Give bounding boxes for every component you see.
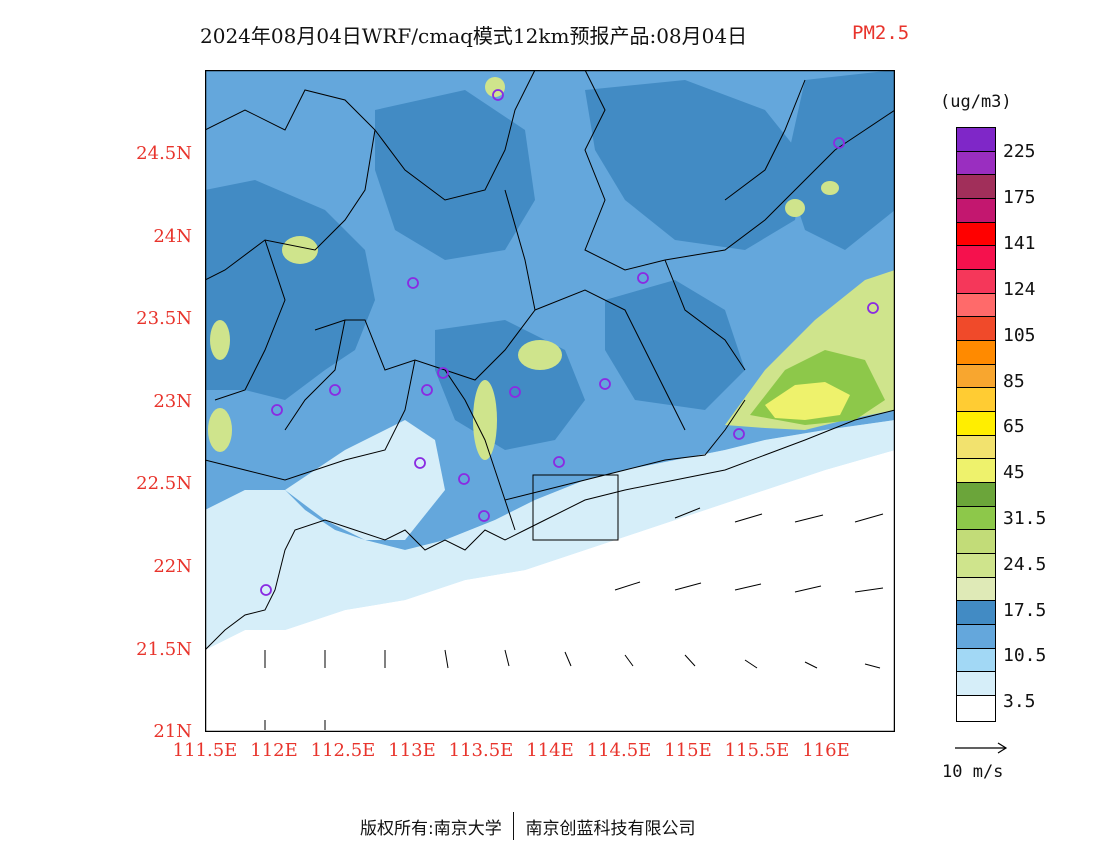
wind-vectors <box>264 507 884 730</box>
lon-label-116: 116E <box>802 740 850 761</box>
forecast-title: 2024年08月04日WRF/cmaq模式12km预报产品:08月04日 <box>200 24 748 48</box>
colorbar-cell <box>957 435 995 460</box>
colorbar-cell <box>957 151 995 176</box>
colorbar-cell <box>957 648 995 673</box>
legend-label-141: 141 <box>1003 233 1036 254</box>
legend-label-225: 225 <box>1003 141 1036 162</box>
pm-blob-northeast-2 <box>821 181 839 195</box>
lon-label-114-5: 114.5E <box>586 740 652 761</box>
colorbar-cell <box>957 601 995 626</box>
pm-blob-north <box>485 77 505 97</box>
colorbar-cell <box>957 199 995 223</box>
legend-label-124: 124 <box>1003 279 1036 300</box>
colorbar-cell <box>957 412 995 436</box>
legend-label-24-5: 24.5 <box>1003 554 1047 575</box>
legend-label-17-5: 17.5 <box>1003 600 1047 621</box>
legend-unit: (ug/m3) <box>940 92 1012 112</box>
boundaries <box>205 70 895 651</box>
pm-blob-northeast <box>785 199 805 217</box>
copyright-footer: 版权所有:南京大学 南京创蓝科技有限公司 <box>360 812 696 840</box>
colorbar-cell <box>957 246 995 271</box>
lon-label-112: 112E <box>250 740 298 761</box>
colorbar-cell <box>957 222 995 247</box>
colorbar-cell <box>957 317 995 342</box>
pm-blob-west <box>282 236 318 264</box>
footer-divider <box>513 812 515 840</box>
legend-label-31-5: 31.5 <box>1003 508 1047 529</box>
pm-band-45 <box>765 382 850 420</box>
colorbar-cell <box>957 506 995 531</box>
colorbar-cell <box>957 388 995 413</box>
chart-title-bar: 2024年08月04日WRF/cmaq模式12km预报产品:08月04日 PM2… <box>0 20 1100 50</box>
legend-label-3-5: 3.5 <box>1003 691 1036 712</box>
wind-reference-label: 10 m/s <box>942 762 1004 782</box>
lat-label-22: 22N <box>153 556 192 577</box>
lat-label-23: 23N <box>153 391 192 412</box>
colorbar-cell <box>957 554 995 578</box>
station-markers <box>260 89 879 596</box>
wind-reference-arrow <box>955 742 1008 754</box>
legend-label-65: 65 <box>1003 416 1025 437</box>
pm-band-sea <box>205 450 895 732</box>
pm-blob-far-west-2 <box>210 320 230 360</box>
colorbar-cell <box>957 128 995 152</box>
pm-band-3-5-land <box>285 420 445 540</box>
colorbar-cell <box>957 364 995 389</box>
lat-label-22-5: 22.5N <box>136 473 192 494</box>
colorbar-cell <box>957 483 995 507</box>
lon-label-113: 113E <box>388 740 436 761</box>
lat-label-23-5: 23.5N <box>136 308 192 329</box>
colorbar-cell <box>957 341 995 365</box>
pollutant-label: PM2.5 <box>852 22 910 44</box>
pm-band-dark-northeast <box>585 80 805 250</box>
lat-label-24: 24N <box>153 226 192 247</box>
lon-label-115-5: 115.5E <box>724 740 790 761</box>
lon-label-111-5: 111.5E <box>172 740 238 761</box>
legend-label-105: 105 <box>1003 325 1036 346</box>
map-frame <box>205 70 895 732</box>
shenzhen-box <box>532 474 619 541</box>
colorbar-cell <box>957 459 995 484</box>
legend-label-85: 85 <box>1003 371 1025 392</box>
lon-label-113-5: 113.5E <box>448 740 514 761</box>
pm-band-dark-central-east <box>605 280 745 410</box>
colorbar-cell <box>957 530 995 555</box>
colorbar-cell <box>957 270 995 294</box>
lon-label-114: 114E <box>526 740 574 761</box>
lat-label-21: 21N <box>153 721 192 742</box>
lat-label-21-5: 21.5N <box>136 639 192 660</box>
lon-label-115: 115E <box>664 740 712 761</box>
pm-band-dark-east <box>785 70 895 250</box>
copyright-owner: 版权所有:南京大学 <box>360 818 502 839</box>
colorbar-cell <box>957 577 995 602</box>
copyright-company: 南京创蓝科技有限公司 <box>525 818 696 839</box>
pm25-forecast-map <box>205 70 895 732</box>
pm-blob-estuary <box>473 380 497 460</box>
lat-label-24-5: 24.5N <box>136 143 192 164</box>
colorbar-cell <box>957 696 995 720</box>
colorbar <box>956 127 996 722</box>
pm-blob-far-west <box>208 408 232 452</box>
legend-label-175: 175 <box>1003 187 1036 208</box>
pm-blob-center <box>518 340 562 370</box>
colorbar-cell <box>957 175 995 200</box>
legend-label-10-5: 10.5 <box>1003 645 1047 666</box>
lon-label-112-5: 112.5E <box>310 740 376 761</box>
colorbar-cell <box>957 293 995 318</box>
pm-band-dark-west <box>205 180 375 400</box>
pm-band-3-5 <box>205 420 895 650</box>
pm-band-dark-north <box>375 90 535 260</box>
legend-label-45: 45 <box>1003 462 1025 483</box>
colorbar-cell <box>957 625 995 649</box>
colorbar-cell <box>957 672 995 697</box>
